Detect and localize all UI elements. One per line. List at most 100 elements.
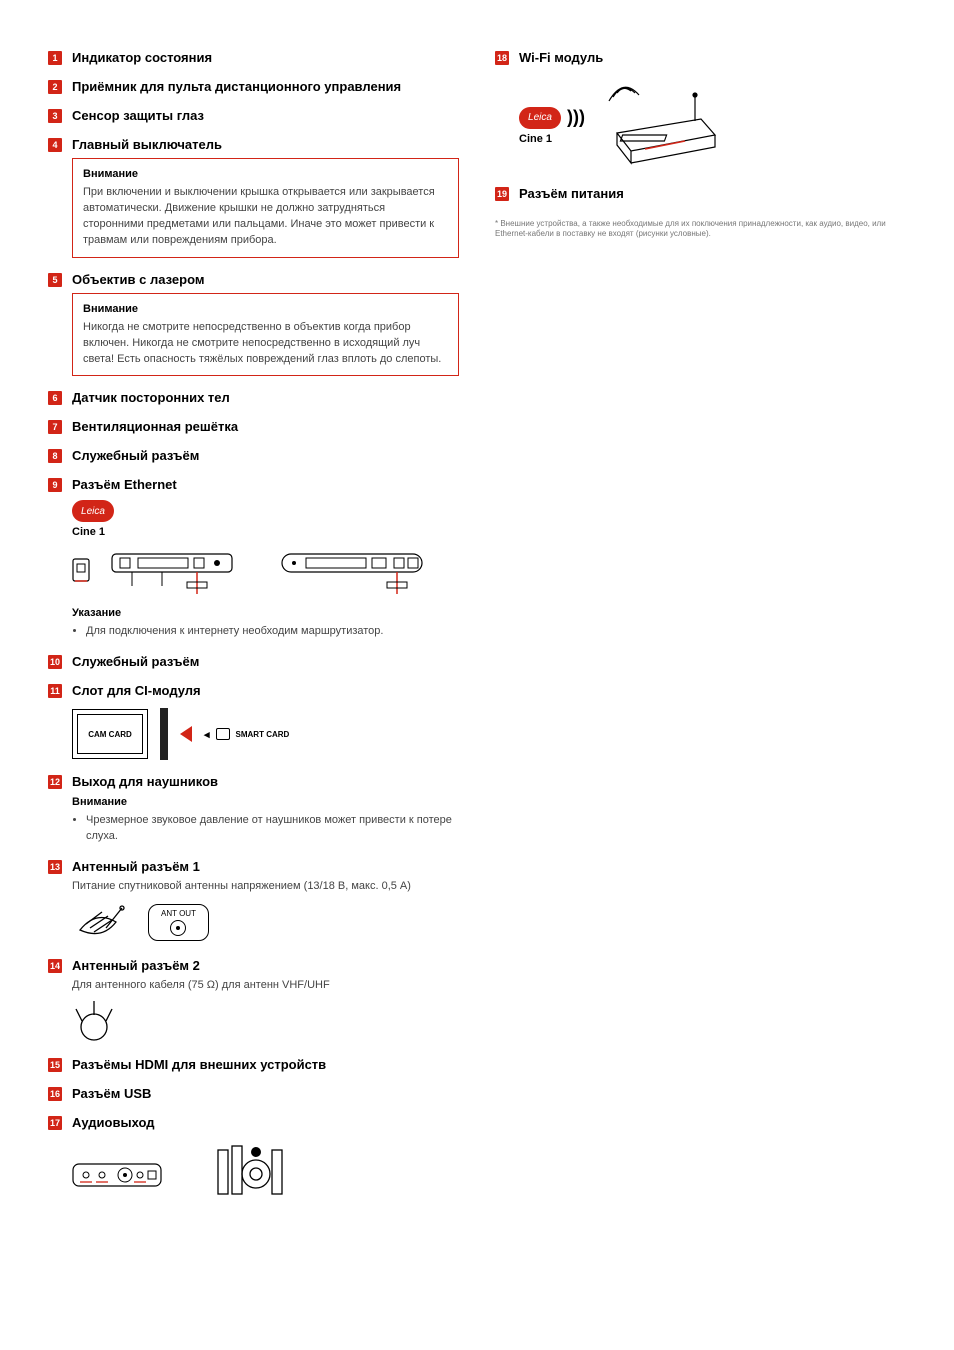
item-title: Приёмник для пульта дистанционного управ…: [72, 79, 401, 94]
item-15: 15 Разъёмы HDMI для внешних устройств: [48, 1057, 459, 1072]
item-number-badge: 3: [48, 109, 62, 123]
cam-card-icon: CAM CARD: [72, 709, 148, 759]
item-number-badge: 16: [48, 1087, 62, 1101]
page: 1 Индикатор состояния 2 Приёмник для пул…: [0, 0, 954, 1242]
item-title: Wi-Fi модуль: [519, 50, 603, 65]
item-number-badge: 6: [48, 391, 62, 405]
antenna-1-figure: ANT OUT: [72, 900, 459, 944]
ethernet-port-icon: [72, 558, 90, 586]
model-label: Cine 1: [72, 526, 114, 538]
leica-badge: Leica: [519, 107, 561, 129]
card-slot-icon: [160, 708, 168, 760]
warning-title: Внимание: [72, 795, 459, 811]
wifi-waves-icon: ))): [567, 107, 585, 128]
item-title: Аудиовыход: [72, 1115, 155, 1130]
item-title: Служебный разъём: [72, 654, 199, 669]
coax-connector-icon: [170, 920, 186, 936]
item-number-badge: 13: [48, 860, 62, 874]
item-8: 8 Служебный разъём: [48, 448, 459, 463]
note-body: Для подключения к интернету необходим ма…: [86, 624, 459, 640]
item-number-badge: 10: [48, 655, 62, 669]
item-title: Объектив с лазером: [72, 272, 204, 287]
item-3: 3 Сенсор защиты глаз: [48, 108, 459, 123]
item-subtext: Для антенного кабеля (75 Ω) для антенн V…: [72, 979, 459, 991]
left-column: 1 Индикатор состояния 2 Приёмник для пул…: [48, 50, 459, 1214]
item-13: 13 Антенный разъём 1 Питание спутниковой…: [48, 859, 459, 944]
item-title: Антенный разъём 1: [72, 859, 200, 874]
item-number-badge: 9: [48, 478, 62, 492]
smart-card-label: SMART CARD: [236, 730, 290, 739]
router-icon: [605, 79, 725, 172]
item-number-badge: 18: [495, 51, 509, 65]
item-number-badge: 5: [48, 273, 62, 287]
item-title: Выход для наушников: [72, 774, 218, 789]
ant-out-box: ANT OUT: [148, 904, 209, 941]
item-number-badge: 15: [48, 1058, 62, 1072]
item-9: 9 Разъём Ethernet Leica Cine 1: [48, 477, 459, 640]
item-16: 16 Разъём USB: [48, 1086, 459, 1101]
smart-card-chip-icon: [216, 728, 230, 740]
warning-body: При включении и выключении крышка открыв…: [83, 185, 448, 249]
item-number-badge: 8: [48, 449, 62, 463]
item-19: 19 Разъём питания: [495, 186, 906, 201]
item-number-badge: 19: [495, 187, 509, 201]
item-number-badge: 4: [48, 138, 62, 152]
warning-body: Никогда не смотрите непосредственно в об…: [83, 320, 448, 368]
footnote: * Внешние устройства, а также необходимы…: [495, 219, 906, 240]
ant-out-label: ANT OUT: [161, 909, 196, 918]
audio-jack-panel-icon: [72, 1154, 162, 1190]
item-title: Вентиляционная решётка: [72, 419, 238, 434]
item-4: 4 Главный выключатель Внимание При включ…: [48, 137, 459, 258]
item-title: Слот для CI-модуля: [72, 683, 201, 698]
warning-box: Внимание При включении и выключении крыш…: [72, 158, 459, 258]
warning-title: Внимание: [83, 167, 448, 183]
ethernet-figure: Leica Cine 1: [72, 500, 459, 640]
model-label: Cine 1: [519, 133, 585, 145]
item-title: Сенсор защиты глаз: [72, 108, 204, 123]
item-14: 14 Антенный разъём 2 Для антенного кабел…: [48, 958, 459, 1043]
insert-arrow-icon: [180, 726, 192, 742]
item-title: Главный выключатель: [72, 137, 222, 152]
item-6: 6 Датчик посторонних тел: [48, 390, 459, 405]
item-17: 17 Аудиовыход: [48, 1115, 459, 1200]
audio-output-figure: [72, 1144, 459, 1200]
item-subtext: Питание спутниковой антенны напряжением …: [72, 880, 459, 892]
item-number-badge: 2: [48, 80, 62, 94]
warning-body: Чрезмерное звуковое давление от наушнико…: [86, 813, 459, 845]
item-10: 10 Служебный разъём: [48, 654, 459, 669]
item-number-badge: 14: [48, 959, 62, 973]
item-number-badge: 12: [48, 775, 62, 789]
item-2: 2 Приёмник для пульта дистанционного упр…: [48, 79, 459, 94]
item-11: 11 Слот для CI-модуля CAM CARD ◂ SMART C…: [48, 683, 459, 760]
item-number-badge: 11: [48, 684, 62, 698]
item-1: 1 Индикатор состояния: [48, 50, 459, 65]
item-title: Разъём USB: [72, 1086, 151, 1101]
item-18: 18 Wi-Fi модуль Leica ))) Cine 1: [495, 50, 906, 172]
vhf-antenna-icon: [72, 999, 459, 1043]
optical-audio-icon: [210, 1144, 290, 1200]
connector-panel-icon: [102, 546, 432, 598]
item-title: Индикатор состояния: [72, 50, 212, 65]
right-column: 18 Wi-Fi модуль Leica ))) Cine 1: [495, 50, 906, 1214]
item-12: 12 Выход для наушников Внимание Чрезмерн…: [48, 774, 459, 845]
smart-card-label-group: ◂ SMART CARD: [204, 728, 289, 741]
item-5: 5 Объектив с лазером Внимание Никогда не…: [48, 272, 459, 377]
satellite-dish-icon: [72, 900, 136, 944]
item-title: Разъём питания: [519, 186, 624, 201]
cam-card-label: CAM CARD: [77, 714, 143, 754]
item-number-badge: 7: [48, 420, 62, 434]
warning-box: Внимание Никогда не смотрите непосредств…: [72, 293, 459, 377]
wifi-figure: Leica ))) Cine 1: [519, 79, 906, 172]
note-title: Указание: [72, 606, 459, 622]
item-title: Датчик посторонних тел: [72, 390, 230, 405]
item-title: Антенный разъём 2: [72, 958, 200, 973]
item-title: Служебный разъём: [72, 448, 199, 463]
item-number-badge: 1: [48, 51, 62, 65]
item-title: Разъём Ethernet: [72, 477, 177, 492]
ci-module-figure: CAM CARD ◂ SMART CARD: [72, 708, 459, 760]
leica-badge: Leica: [72, 500, 114, 522]
item-7: 7 Вентиляционная решётка: [48, 419, 459, 434]
item-number-badge: 17: [48, 1116, 62, 1130]
warning-title: Внимание: [83, 302, 448, 318]
item-title: Разъёмы HDMI для внешних устройств: [72, 1057, 326, 1072]
